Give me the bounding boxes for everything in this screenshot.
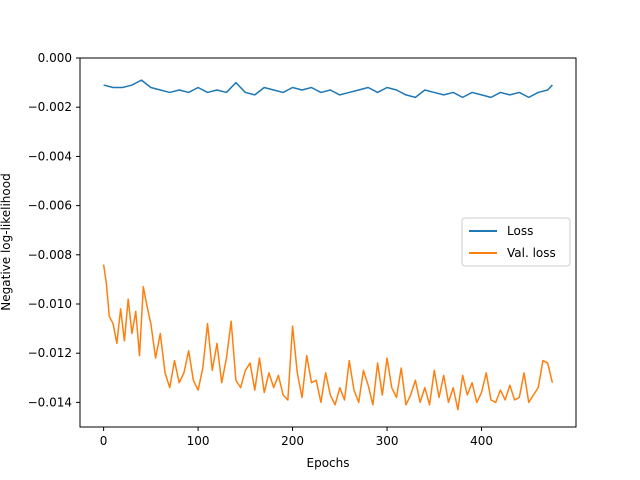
legend-label-loss: Loss [507, 224, 533, 238]
plot-frame [79, 57, 577, 428]
series-line-loss [103, 79, 553, 99]
y-axis: 0.000 −0.002 −0.004 −0.006 −0.008 −0.010 −0.01… [28, 51, 80, 409]
y-axis-label: Negative log-likelihood [0, 173, 13, 310]
y-tick-label: −0.010 [28, 297, 72, 311]
x-tick-label: 400 [470, 434, 493, 448]
y-tick-label: −0.006 [28, 199, 72, 213]
series-layer [102, 79, 554, 411]
y-tick-label: −0.004 [28, 149, 72, 163]
x-tick-label: 300 [376, 434, 399, 448]
legend-label-val-loss: Val. loss [507, 246, 556, 260]
x-tick-label: 200 [281, 434, 304, 448]
x-axis: 0 100 200 300 400 [100, 427, 493, 448]
x-tick-label: 0 [100, 434, 108, 448]
y-tick-label: −0.008 [28, 248, 72, 262]
legend: Loss Val. loss [461, 217, 571, 267]
y-tick-label: 0.000 [38, 51, 72, 65]
y-tick-label: −0.002 [28, 100, 72, 114]
x-axis-label: Epochs [307, 456, 350, 470]
y-tick-label: −0.012 [28, 346, 72, 360]
y-tick-label: −0.014 [28, 395, 72, 409]
x-tick-label: 100 [187, 434, 210, 448]
series-line-val-loss [102, 264, 554, 411]
